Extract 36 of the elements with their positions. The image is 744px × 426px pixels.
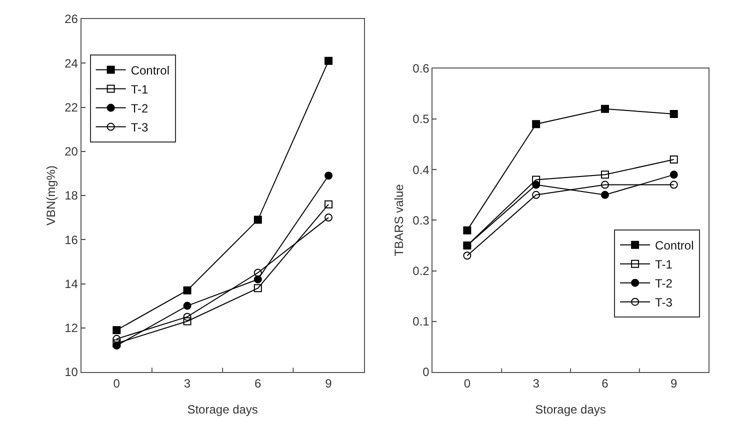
y-tick-label: 0 <box>422 365 430 380</box>
y-tick-label: 0.1 <box>412 314 430 329</box>
y-tick-label: 20 <box>64 144 78 159</box>
legend-label: T-2 <box>655 276 673 291</box>
y-tick-label: 0.5 <box>412 112 430 126</box>
legend-label: T-3 <box>130 120 148 134</box>
x-tick-label: 0 <box>464 376 471 390</box>
x-tick-label: 6 <box>602 376 609 390</box>
y-tick-label: 12 <box>64 321 78 336</box>
x-tick-label: 9 <box>325 376 332 390</box>
x-tick-label: 9 <box>670 376 678 390</box>
y-tick-label: 0.3 <box>412 213 430 228</box>
x-tick-label: 3 <box>532 376 540 390</box>
y-tick-label: 10 <box>64 365 78 380</box>
x-tick-label: 0 <box>113 376 120 390</box>
y-tick-label: 26 <box>64 12 78 26</box>
legend-label: Control <box>130 63 170 78</box>
y-axis-title: TBARS value <box>392 184 406 256</box>
y-tick-label: 0.4 <box>412 162 430 177</box>
y-tick-label: 24 <box>64 56 78 70</box>
legend-label: Control <box>655 238 694 253</box>
y-tick-label: 14 <box>64 276 78 291</box>
x-tick-label: 3 <box>184 376 191 390</box>
y-tick-label: 16 <box>64 232 78 247</box>
legend-label: T-2 <box>130 101 148 116</box>
legend-label: T-3 <box>655 296 673 310</box>
x-axis-title: Storage days <box>187 402 258 416</box>
y-tick-label: 22 <box>64 100 78 114</box>
x-tick-label: 6 <box>254 376 262 390</box>
y-tick-label: 0.2 <box>412 264 430 278</box>
y-tick-label: 18 <box>64 188 78 203</box>
legend-label: T-1 <box>655 258 673 272</box>
y-axis-title: VBN(mg%) <box>44 165 58 226</box>
legend-label: T-1 <box>130 82 148 96</box>
y-tick-label: 0.6 <box>412 62 430 76</box>
x-axis-title: Storage days <box>535 402 606 416</box>
